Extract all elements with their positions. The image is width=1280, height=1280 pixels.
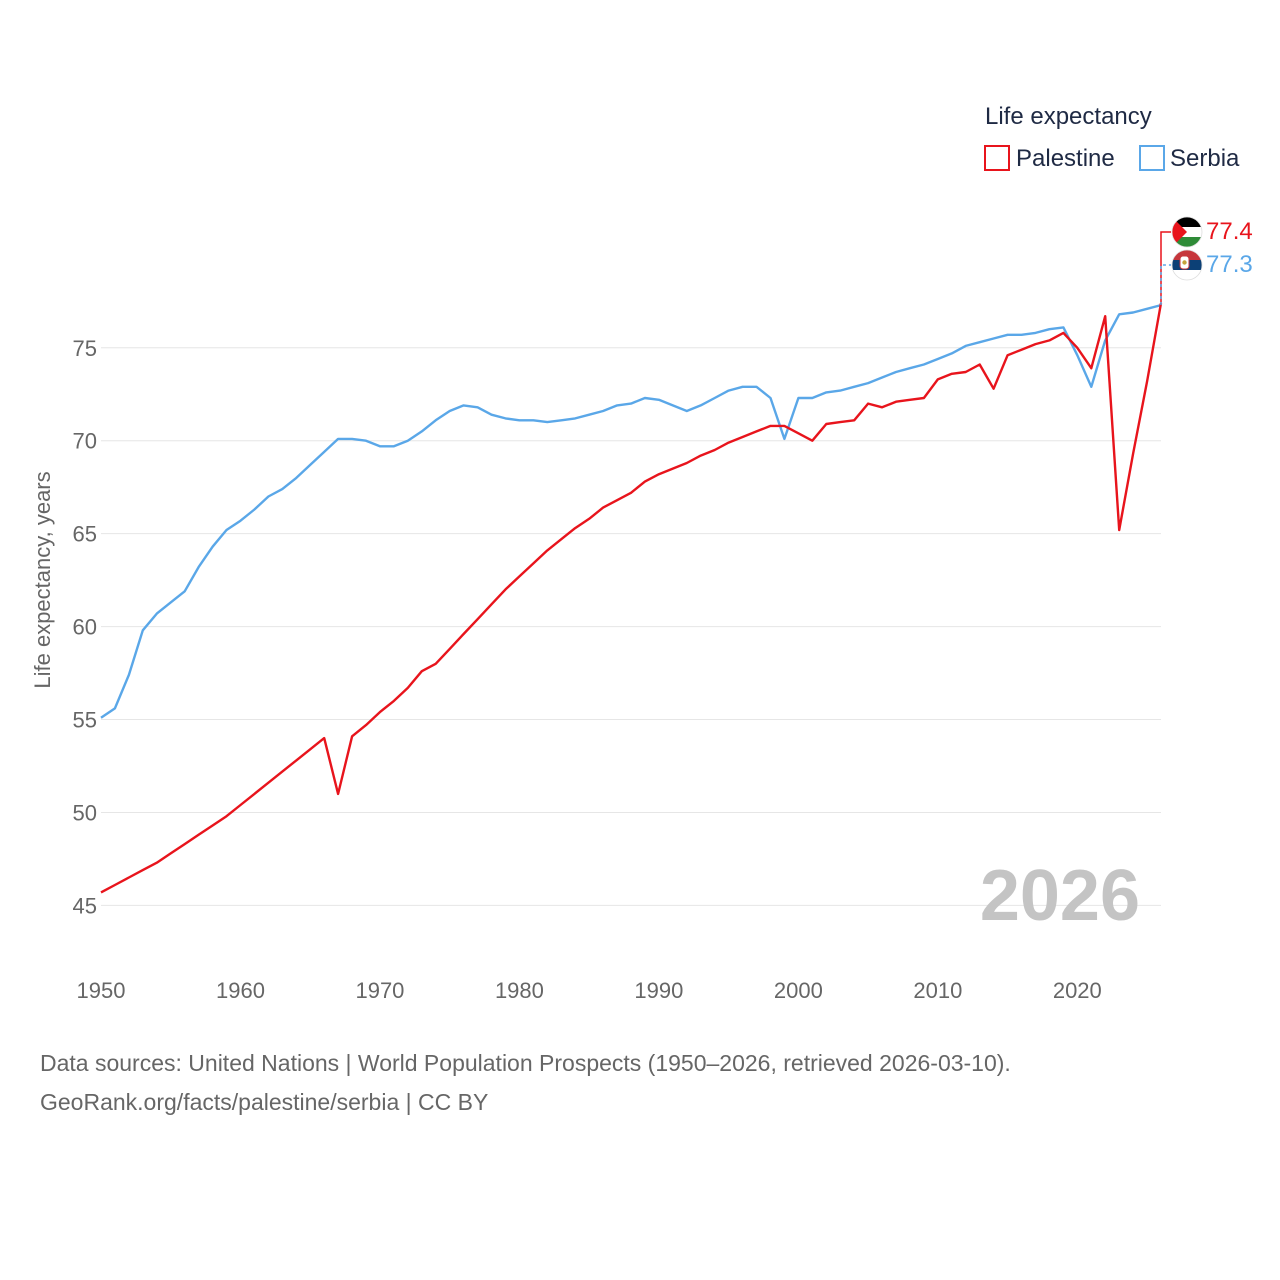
- grid-lines: [101, 347, 1161, 906]
- x-tick-1970: 1970: [355, 978, 404, 1003]
- end-labels: 77.4 77.3: [1160, 216, 1253, 306]
- y-axis-title: Life expectancy, years: [30, 471, 55, 688]
- y-tick-55: 55: [73, 708, 97, 733]
- legend-label-serbia: Serbia: [1170, 145, 1240, 172]
- y-tick-65: 65: [73, 522, 97, 547]
- y-tick-60: 60: [73, 615, 97, 640]
- legend-title: Life expectancy: [985, 103, 1152, 130]
- series-lines: [100, 302, 1163, 894]
- life-expectancy-chart: 45 50 55 60 65 70 75 1950 1960 1970 1980 1990 2000 2…: [30, 103, 1253, 1003]
- x-tick-1990: 1990: [634, 978, 683, 1003]
- series-line-palestine: [100, 302, 1163, 894]
- legend-swatch-palestine: [984, 145, 1010, 171]
- x-tick-1960: 1960: [216, 978, 265, 1003]
- y-tick-45: 45: [73, 893, 97, 918]
- year-label: 2026: [980, 856, 1140, 936]
- palestine-end-value: 77.4: [1206, 218, 1253, 245]
- palestine-leader-line: [1160, 231, 1171, 304]
- x-axis: 1950 1960 1970 1980 1990 2000 2010 2020: [77, 978, 1102, 1003]
- legend: Life expectancy Palestine Serbia: [984, 103, 1240, 172]
- source-line-2: GeoRank.org/facts/palestine/serbia | CC …: [40, 1089, 489, 1115]
- legend-item-palestine[interactable]: Palestine: [984, 145, 1115, 172]
- legend-swatch-serbia: [1139, 145, 1165, 171]
- data-source-note: Data sources: United Nations | World Pop…: [40, 1044, 1011, 1122]
- legend-item-serbia[interactable]: Serbia: [1139, 145, 1240, 172]
- serbia-end-value: 77.3: [1206, 251, 1253, 278]
- series-line-serbia: [100, 303, 1162, 719]
- y-axis: 45 50 55 60 65 70 75: [73, 336, 97, 919]
- y-tick-70: 70: [73, 429, 97, 454]
- source-line-1: Data sources: United Nations | World Pop…: [40, 1050, 1011, 1076]
- serbia-flag-icon: [1171, 249, 1203, 281]
- y-tick-75: 75: [73, 336, 97, 361]
- y-tick-50: 50: [73, 800, 97, 825]
- serbia-leader-line: [1160, 264, 1171, 306]
- x-tick-2000: 2000: [774, 978, 823, 1003]
- x-tick-2010: 2010: [913, 978, 962, 1003]
- x-tick-1950: 1950: [77, 978, 126, 1003]
- legend-label-palestine: Palestine: [1016, 145, 1115, 172]
- x-tick-1980: 1980: [495, 978, 544, 1003]
- palestine-flag-icon: [1171, 216, 1203, 248]
- x-tick-2020: 2020: [1053, 978, 1102, 1003]
